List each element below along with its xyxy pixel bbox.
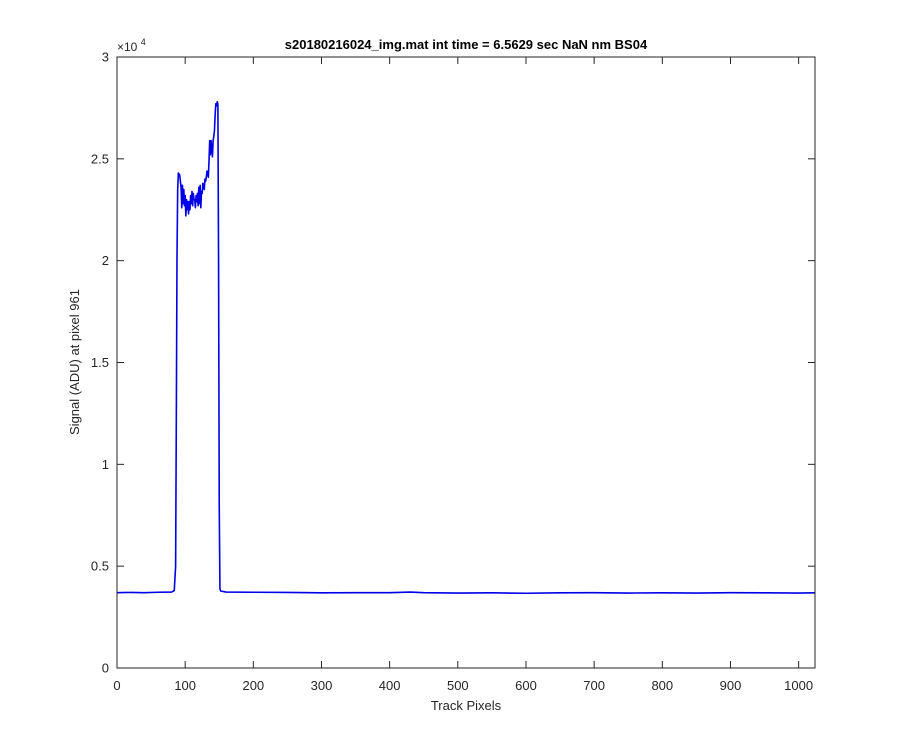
x-tick-label: 500 (447, 678, 469, 693)
x-tick-label: 300 (311, 678, 333, 693)
y-tick-label: 0.5 (91, 559, 109, 574)
x-tick-label: 900 (720, 678, 742, 693)
y-axis-multiplier: ×10 4 (117, 37, 146, 54)
x-tick-label: 600 (515, 678, 537, 693)
x-tick-label: 400 (379, 678, 401, 693)
y-multiplier-exponent: 4 (141, 37, 146, 47)
plot-area (117, 57, 815, 668)
y-axis-label: Signal (ADU) at pixel 961 (67, 289, 82, 435)
y-tick-label: 1.5 (91, 355, 109, 370)
y-tick-label: 2.5 (91, 151, 109, 166)
y-tick-label: 3 (102, 50, 109, 65)
y-multiplier-base: ×10 (117, 40, 138, 54)
x-axis-label: Track Pixels (431, 698, 502, 713)
x-tick-label: 0 (113, 678, 120, 693)
axes-box (116, 56, 816, 669)
y-tick-label: 2 (102, 253, 109, 268)
tick-labels: 0 100 200 300 400 500 600 700 800 900 1000 0 0.5 1 1.5… (91, 50, 813, 694)
chart-title: s20180216024_img.mat int time = 6.5629 s… (285, 37, 648, 52)
x-tick-label: 800 (651, 678, 673, 693)
x-tick-label: 1000 (784, 678, 813, 693)
y-tick-label: 0 (102, 661, 109, 676)
x-tick-label: 200 (242, 678, 264, 693)
x-tick-label: 700 (583, 678, 605, 693)
series-line (116, 101, 816, 595)
x-tick-label: 100 (174, 678, 196, 693)
y-tick-label: 1 (102, 457, 109, 472)
